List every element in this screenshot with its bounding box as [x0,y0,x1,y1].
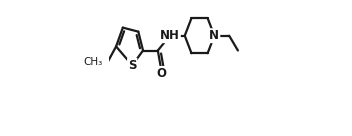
Text: O: O [157,67,167,80]
Text: S: S [128,59,137,72]
Text: CH₃: CH₃ [83,57,103,67]
Text: N: N [209,29,219,42]
Text: NH: NH [160,29,180,42]
